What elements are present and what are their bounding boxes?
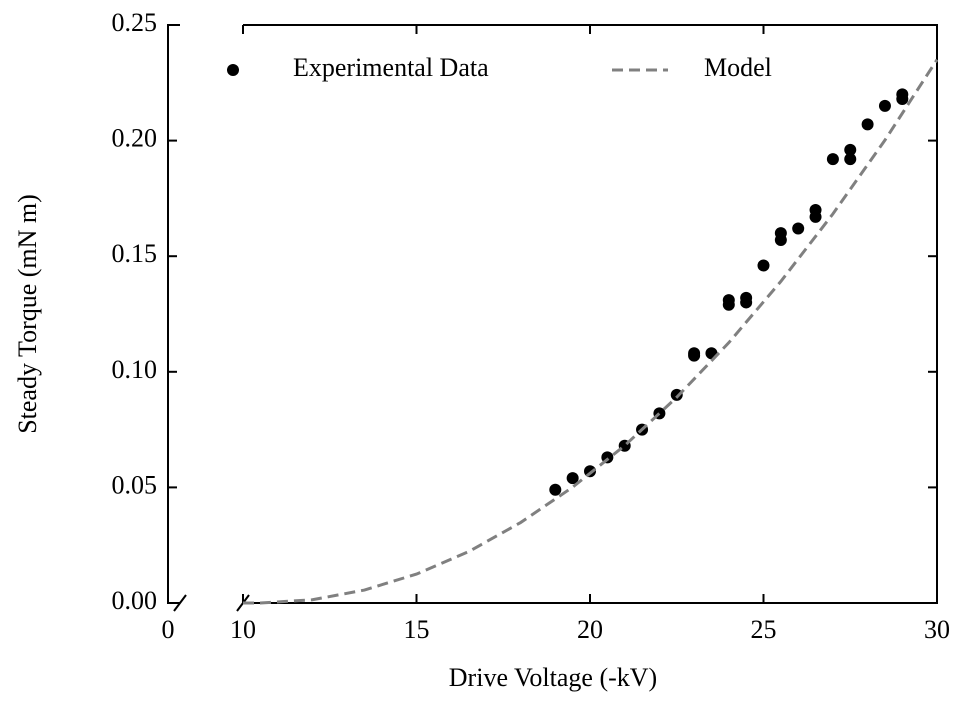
data-point bbox=[757, 259, 770, 272]
data-point bbox=[809, 203, 822, 216]
data-point bbox=[826, 153, 839, 166]
x-tick-label: 10 bbox=[230, 615, 256, 644]
data-point bbox=[549, 483, 562, 496]
data-point bbox=[740, 291, 753, 304]
legend-label: Model bbox=[704, 53, 772, 82]
x-tick-label: 20 bbox=[577, 615, 603, 644]
data-point bbox=[566, 472, 579, 485]
y-tick-label: 0.10 bbox=[112, 355, 158, 384]
y-axis-label: Steady Torque (mN m) bbox=[13, 194, 42, 434]
x-tick-label: 25 bbox=[751, 615, 777, 644]
y-tick-label: 0.05 bbox=[112, 470, 158, 499]
data-point bbox=[844, 143, 857, 156]
data-point bbox=[792, 222, 805, 235]
data-point bbox=[722, 294, 735, 307]
data-point bbox=[896, 88, 909, 101]
data-point bbox=[861, 118, 874, 131]
legend-marker bbox=[227, 64, 239, 76]
y-tick-label: 0.25 bbox=[112, 8, 158, 37]
data-point bbox=[688, 347, 701, 360]
x-axis-label: Drive Voltage (-kV) bbox=[449, 663, 657, 692]
y-tick-label: 0.00 bbox=[112, 586, 158, 615]
data-point bbox=[774, 227, 787, 240]
x-tick-label: 30 bbox=[924, 615, 950, 644]
axis-frame bbox=[243, 24, 938, 604]
x-tick-label: 0 bbox=[162, 615, 175, 644]
axis-frame bbox=[167, 24, 180, 604]
y-tick-label: 0.20 bbox=[112, 124, 158, 153]
axis-break bbox=[173, 594, 187, 612]
x-tick-label: 15 bbox=[404, 615, 430, 644]
y-tick-label: 0.15 bbox=[112, 239, 158, 268]
data-point bbox=[878, 99, 891, 112]
legend-label: Experimental Data bbox=[293, 53, 489, 82]
data-point bbox=[844, 153, 857, 166]
model-line bbox=[243, 58, 939, 605]
